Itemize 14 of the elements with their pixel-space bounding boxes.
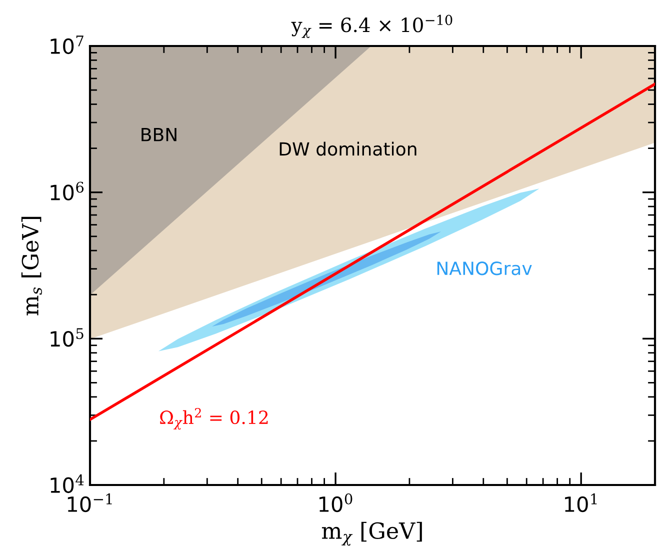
y-axis-title: m$_{s}$ [GeV] bbox=[21, 216, 42, 316]
chart-title: y$_{χ}$ = 6.4 × 10$^{−10}$ bbox=[291, 14, 452, 38]
series-label: NANOGrav bbox=[437, 262, 532, 276]
y-tick-label: 10$^{7}$ bbox=[50, 36, 84, 54]
x-tick-label: 10$^{1}$ bbox=[565, 493, 597, 512]
series-label: BBN bbox=[142, 128, 176, 142]
x-tick-label: 10$^{0}$ bbox=[319, 493, 352, 512]
series-label: Ω$_{χ}$h$^{2}$ = 0.12 bbox=[160, 408, 268, 430]
y-tick-label: 10$^{4}$ bbox=[50, 474, 84, 494]
x-axis-title: m$_{χ}$ [GeV] bbox=[322, 522, 422, 546]
x-tick-label: 10$^{−1}$ bbox=[68, 493, 112, 512]
y-tick-label: 10$^{6}$ bbox=[50, 182, 84, 200]
y-tick-label: 10$^{5}$ bbox=[50, 328, 84, 347]
series-label: DW domination bbox=[280, 142, 416, 156]
